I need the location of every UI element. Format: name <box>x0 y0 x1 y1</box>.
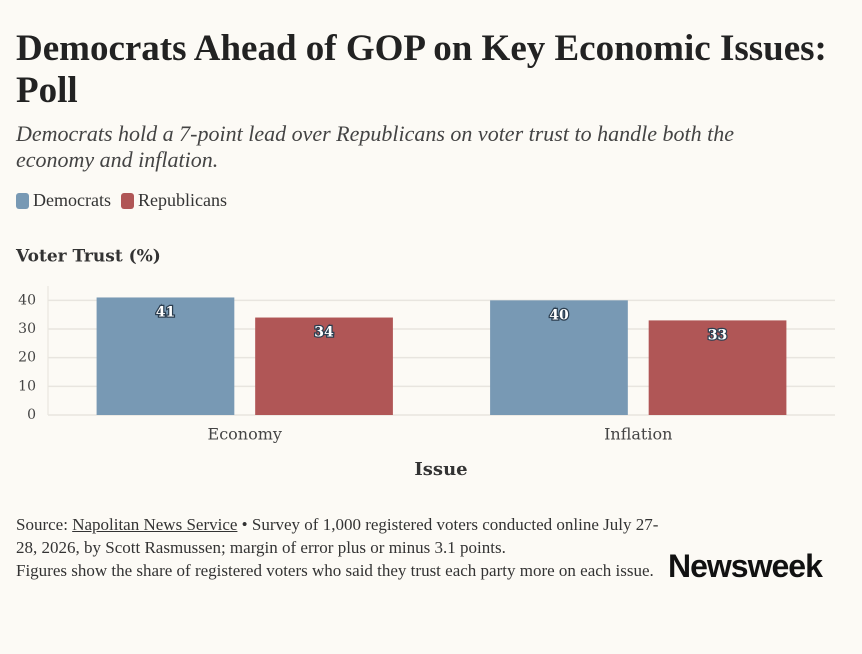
legend-swatch <box>16 192 29 209</box>
source: Source: Napolitan News Service • Survey … <box>16 513 666 582</box>
title: Democrats Ahead of GOP on Key Economic I… <box>16 28 827 111</box>
x-tick-label: Inflation <box>604 425 672 444</box>
bar <box>255 317 393 415</box>
source-link[interactable]: Napolitan News Service <box>72 515 238 534</box>
legend-item: Democrats <box>16 190 111 211</box>
data-label: 40 <box>549 307 569 323</box>
bar <box>648 320 787 415</box>
x-tick-label: Economy <box>208 425 282 444</box>
data-label: 41 <box>156 304 175 320</box>
y-tick-label: 10 <box>18 378 36 394</box>
y-tick-label: 40 <box>18 292 36 308</box>
bar <box>490 300 628 415</box>
data-label: 34 <box>314 325 334 341</box>
y-tick-label: 30 <box>18 321 36 337</box>
legend-item: Republicans <box>120 190 227 211</box>
legend: Democrats Republicans <box>16 190 227 211</box>
logo: Newsweek <box>668 548 823 584</box>
y-tick-label: 20 <box>18 350 36 366</box>
source-text: • Survey of 1,000 registered voters cond… <box>16 515 659 557</box>
data-label: 33 <box>708 327 727 343</box>
bar <box>96 297 235 415</box>
legend-swatch <box>120 192 134 209</box>
legend-label: Republicans <box>137 190 227 210</box>
note: Figures show the share of registered vot… <box>16 561 654 580</box>
legend-label: Democrats <box>33 190 111 210</box>
y-tick-label: 0 <box>27 407 36 423</box>
source-prefix: Source: <box>16 515 68 534</box>
y-axis-title: Voter Trust (%) <box>15 247 161 267</box>
subtitle: Democrats hold a 7-point lead over Repub… <box>16 121 734 172</box>
x-axis-title: Issue <box>414 459 467 480</box>
